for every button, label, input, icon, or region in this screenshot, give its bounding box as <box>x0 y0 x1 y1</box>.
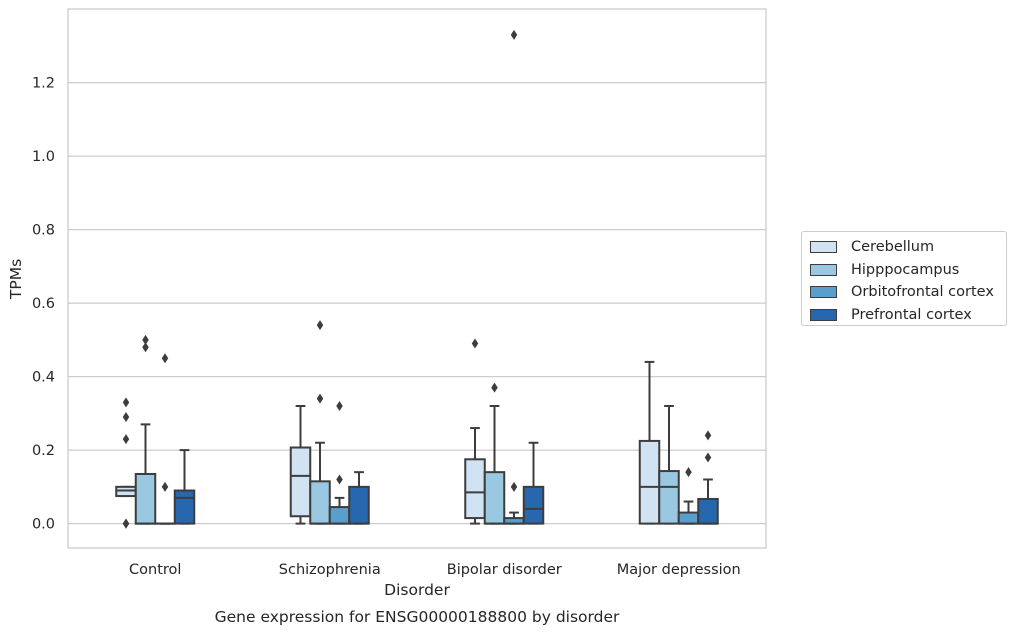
box-prefrontal-cortex <box>522 441 545 525</box>
box-body <box>638 439 661 525</box>
box-hipppocampus <box>134 334 157 525</box>
plot-area <box>67 8 767 549</box>
x-axis-label: Disorder <box>384 581 450 599</box>
y-tick-labels: 0.0 0.2 0.4 0.6 0.8 1.0 1.2 <box>32 76 55 533</box>
outlier-point <box>336 401 343 411</box>
y-tick-label: 0.6 <box>32 296 55 312</box>
box-body <box>677 511 700 525</box>
outlier-point <box>704 452 712 463</box>
legend-item-cerebellum: Cerebellum <box>810 236 1006 259</box>
legend-item-hippocampus: Hipppocampus <box>810 259 1006 282</box>
legend-swatch-hippocampus <box>810 263 837 276</box>
box-prefrontal-cortex <box>348 471 370 525</box>
outlier-point <box>471 338 479 349</box>
box-cerebellum <box>289 405 312 525</box>
outlier-point <box>122 518 130 529</box>
outlier-point <box>316 320 324 331</box>
outlier-point <box>510 481 518 492</box>
legend: Cerebellum Hipppocampus Orbitofrontal co… <box>801 231 1007 326</box>
legend-label: Cerebellum <box>851 239 935 256</box>
box-body <box>658 470 680 525</box>
outlier-point <box>685 467 692 478</box>
box-orbitofrontal-cortex <box>328 401 351 525</box>
box-body <box>328 506 351 525</box>
outlier-point <box>161 353 169 364</box>
legend-label: Prefrontal cortex <box>851 307 972 324</box>
box-body <box>464 458 486 520</box>
legend-label: Hipppocampus <box>851 261 960 278</box>
y-tick-label: 0.8 <box>32 223 55 239</box>
box-body <box>309 480 331 525</box>
outlier-point <box>122 434 130 445</box>
outlier-point <box>161 481 169 492</box>
x-tick-label: Bipolar disorder <box>447 562 562 578</box>
y-tick-label: 0.0 <box>32 517 55 533</box>
x-tick-label: Control <box>129 562 181 578</box>
x-tick-label: Schizophrenia <box>279 562 381 578</box>
box-body <box>348 485 370 525</box>
legend-swatch-prefrontal-cortex <box>810 309 837 322</box>
y-tick-label: 1.2 <box>32 76 55 92</box>
y-tick-label: 0.2 <box>32 443 55 459</box>
outlier-point <box>336 474 343 485</box>
outlier-point <box>510 29 518 40</box>
box-body <box>483 471 506 525</box>
box-prefrontal-cortex <box>173 449 196 525</box>
box-body <box>134 472 157 525</box>
legend-swatch-cerebellum <box>810 241 837 254</box>
box-hipppocampus <box>658 405 680 525</box>
x-tick-labels: Control Schizophrenia Bipolar disorder Majo… <box>129 562 741 578</box>
outlier-point <box>142 334 149 345</box>
box-body <box>522 485 545 525</box>
y-axis-label: TPMs <box>7 259 25 300</box>
legend-item-prefrontal-cortex: Prefrontal cortex <box>810 304 1006 327</box>
outlier-point <box>316 393 324 404</box>
legend-swatch-orbitofrontal-cortex <box>810 286 837 299</box>
outlier-point <box>142 342 149 353</box>
legend-label: Orbitofrontal cortex <box>851 284 994 301</box>
box-hipppocampus <box>309 320 331 525</box>
outlier-point <box>122 412 130 423</box>
box-series <box>115 29 719 529</box>
x-tick-label: Major depression <box>617 562 741 578</box>
outlier-point <box>491 382 498 393</box>
box-body <box>289 446 312 518</box>
chart-title: Gene expression for ENSG00000188800 by d… <box>215 608 620 626</box>
outlier-point <box>122 397 130 408</box>
box-body <box>173 489 196 525</box>
outlier-point <box>704 430 712 441</box>
box-body <box>697 497 719 525</box>
y-tick-label: 0.4 <box>32 370 55 386</box>
y-tick-label: 1.0 <box>32 149 55 165</box>
box-prefrontal-cortex <box>697 430 719 525</box>
box-hipppocampus <box>483 382 506 525</box>
legend-item-orbitofrontal-cortex: Orbitofrontal cortex <box>810 281 1006 304</box>
